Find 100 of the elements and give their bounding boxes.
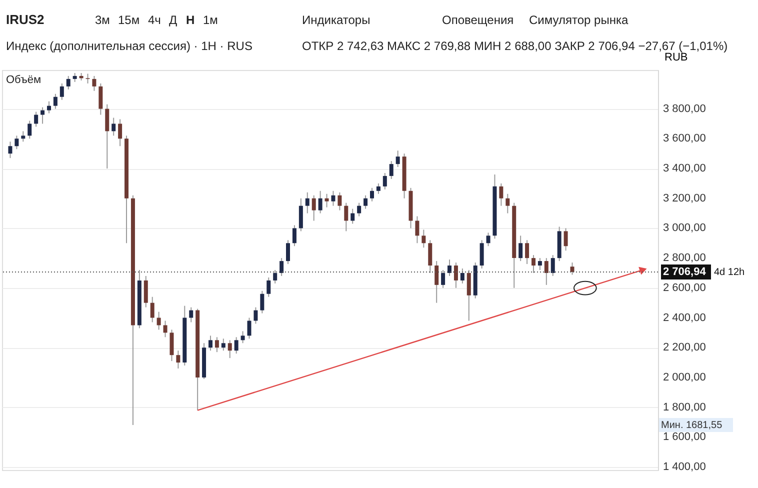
candlestick (221, 338, 226, 352)
text: H (186, 13, 195, 27)
candlestick (318, 190, 322, 214)
candlestick (189, 306, 194, 323)
chart-title: IRUS2 (6, 12, 44, 27)
candlestick (364, 194, 368, 210)
candlestick (21, 130, 26, 142)
candlestick (260, 290, 264, 314)
candlestick (564, 228, 568, 252)
text: 1м (203, 13, 218, 27)
candlestick (46, 100, 51, 114)
candlestick (499, 182, 504, 206)
candlestick (150, 296, 154, 323)
candlestick (428, 240, 432, 274)
ref-line-label: 2 706,94 (663, 266, 707, 278)
y-tick-label: 3 200,00 (663, 192, 706, 204)
y-tick-label: 2 200,00 (663, 342, 706, 354)
candlestick (506, 193, 510, 214)
y-tick-label: 2 600,00 (663, 282, 706, 294)
candlestick (170, 329, 174, 362)
candlestick (240, 330, 245, 344)
candlestick (396, 150, 400, 168)
candlestick (247, 317, 252, 340)
candlestick (234, 336, 238, 354)
candlestick (156, 311, 161, 330)
candlestick (98, 82, 103, 116)
candlestick (163, 320, 168, 338)
text: 4d 12h (714, 266, 745, 278)
candlestick (531, 254, 536, 274)
candlestick (550, 254, 555, 276)
candlestick (448, 259, 452, 276)
candlestick (280, 258, 284, 276)
candlestick (86, 73, 90, 84)
text: ОТКР 2 742,63 МАКС 2 769,88 МИН 2 688,00 ЗАКР 2 706,94 −27,67 (−1,01%) (302, 39, 728, 53)
candlestick (208, 335, 212, 352)
candlestick (525, 240, 530, 265)
candlestick (331, 190, 336, 206)
candlestick (480, 240, 484, 270)
candlestick (228, 340, 232, 359)
candlestick (518, 235, 523, 262)
candlestick (8, 141, 12, 159)
text: Мин. 1681,55 (661, 420, 723, 431)
candlestick (176, 350, 180, 370)
text: 4ч (148, 13, 161, 27)
candlestick (389, 160, 394, 180)
candlestick (305, 192, 310, 214)
text: 3м (95, 13, 110, 27)
candlestick (266, 276, 271, 298)
y-tick-label: 1 800,00 (663, 401, 706, 414)
candlestick (434, 260, 439, 304)
candlestick (486, 232, 490, 247)
y-axis-title: RUB (664, 52, 688, 64)
y-tick-label: 3 400,00 (663, 162, 706, 175)
candlestick (460, 268, 464, 284)
chart-subtitle: Индекс (дополнительная сессия) · 1H · RUS (6, 39, 252, 53)
y-tick-label: 3 800,00 (663, 102, 706, 115)
candlestick (292, 224, 296, 247)
text: Оповещения (442, 13, 514, 27)
text: Симулятор рынка (529, 13, 628, 27)
text: Индикаторы (302, 13, 370, 27)
candlestick (298, 198, 303, 232)
candlestick (312, 194, 316, 222)
candlestick (60, 82, 64, 100)
candlestick (40, 106, 45, 124)
text: Д (169, 13, 178, 27)
candlestick (344, 202, 348, 232)
candlestick (382, 172, 387, 190)
candlestick (544, 258, 548, 286)
candlestick (422, 229, 426, 248)
candlestick (370, 187, 374, 202)
candlestick (118, 118, 122, 147)
candlestick (273, 270, 278, 284)
candlestick (214, 336, 219, 353)
y-tick-label: 2 400,00 (663, 312, 706, 324)
candlestick (34, 111, 38, 128)
candlestick (144, 275, 148, 308)
candlestick (415, 216, 420, 244)
candlestick (14, 135, 19, 150)
text: 15м (118, 13, 140, 27)
candlestick (357, 202, 362, 217)
candlestick (538, 258, 542, 270)
candlestick (53, 93, 58, 110)
y-tick-label: 3 000,00 (663, 222, 706, 234)
y-tick-label: 3 600,00 (663, 132, 706, 145)
y-tick-label: 2 800,00 (663, 252, 706, 264)
candlestick (66, 75, 70, 90)
y-tick-label: 2 000,00 (663, 371, 706, 384)
y-tick-label: 1 600,00 (663, 431, 706, 444)
candlestick (570, 262, 574, 276)
candlestick (466, 270, 471, 322)
y-tick-label: 1 400,00 (663, 461, 706, 474)
candlestick (376, 182, 380, 194)
candlestick (338, 192, 342, 211)
candlestick (324, 193, 329, 208)
candlestick (441, 270, 446, 288)
candlestick (350, 208, 355, 224)
candlestick (92, 75, 96, 92)
candlestick (112, 117, 116, 136)
candlestick (286, 240, 290, 265)
candlestick (254, 306, 258, 324)
